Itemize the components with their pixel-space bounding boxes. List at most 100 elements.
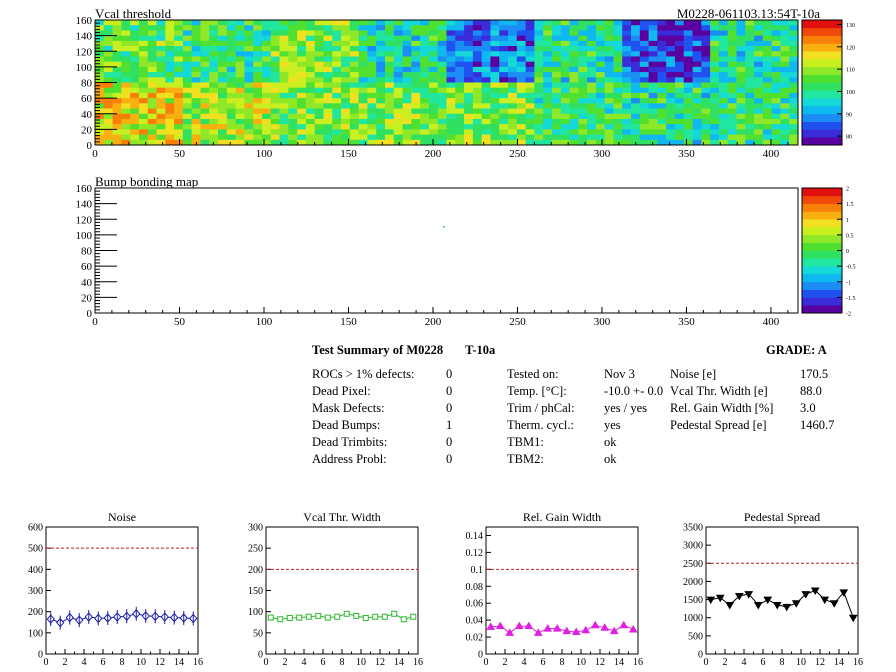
map-pixel-block (727, 30, 737, 37)
palette-swatch (802, 273, 842, 283)
map-pixel-block (305, 61, 316, 68)
data-point (552, 624, 562, 632)
defect-value: 0 (446, 435, 453, 449)
map-pixel-block (95, 108, 105, 115)
map-pixel-block (727, 108, 737, 115)
map-pixel-block (305, 103, 316, 109)
map-pixel-block (789, 98, 799, 104)
map-pixel-block (200, 139, 210, 146)
map-pixel-block (235, 35, 245, 42)
map-pixel-block (261, 61, 272, 68)
map-frame (94, 187, 799, 314)
map-pixel-block (718, 72, 729, 78)
dead-bump-pixel (443, 226, 445, 228)
map-pixel-block (569, 92, 579, 99)
map-pixel-block (534, 92, 544, 99)
map-pixel-block (297, 103, 307, 109)
map-pixel-block (156, 56, 166, 63)
data-point (495, 621, 505, 630)
y-tick-label: 60 (81, 93, 93, 105)
defect-label: Dead Trimbits: (312, 435, 388, 449)
map-pixel-block (745, 51, 755, 57)
map-pixel-block (411, 35, 421, 42)
map-pixel-block (560, 35, 570, 42)
map-pixel-block (420, 124, 430, 130)
defects-labels: ROCs > 1% defects: Dead Pixel: Mask Defe… (312, 366, 415, 468)
map-pixel-block (639, 20, 650, 26)
map-pixel-block (200, 40, 210, 47)
map-pixel-block (349, 139, 360, 146)
map-pixel-block (578, 103, 588, 109)
map-pixel-block (543, 40, 553, 47)
x-tick-label: 14 (614, 657, 624, 668)
map-pixel-block (516, 35, 526, 42)
map-pixel-block (226, 82, 236, 89)
module-id-label: M0228-061103.13:54T-10a (677, 6, 820, 21)
map-pixel-block (358, 124, 368, 130)
map-pixel-block (613, 51, 623, 57)
map-pixel-block (657, 56, 667, 63)
map-pixel-block (209, 113, 219, 120)
map-pixel-block (631, 25, 641, 31)
map-pixel-block (446, 51, 456, 57)
map-pixel-block (393, 30, 403, 37)
map-pixel-block (358, 129, 368, 135)
map-pixel-block (490, 40, 500, 47)
map-pixel-block (182, 92, 193, 99)
map-pixel-block (103, 56, 113, 63)
map-pixel-block (288, 77, 298, 83)
map-pixel-block (138, 77, 149, 83)
map-pixel-block (789, 92, 799, 99)
map-pixel-block (692, 82, 702, 89)
map-pixel-block (121, 20, 131, 26)
map-pixel-block (174, 77, 184, 83)
map-pixel-block (261, 139, 272, 146)
data-point (296, 614, 303, 621)
map-pixel-block (762, 92, 773, 99)
map-pixel-block (332, 98, 342, 104)
vcal-threshold-map: 0 50 100 150 200 250 300 350 4000204060801001201… (76, 15, 799, 160)
map-pixel-block (762, 72, 773, 78)
defect-label: ROCs > 1% defects: (312, 367, 415, 381)
map-pixel-block (455, 25, 465, 31)
map-pixel-block (226, 66, 236, 73)
map-pixel-block (341, 56, 351, 63)
map-pixel-block (103, 30, 113, 37)
map-pixel-block (288, 25, 298, 31)
map-pixel-block (472, 25, 483, 31)
map-pixel-block (174, 40, 184, 47)
map-pixel-block (490, 139, 500, 146)
map-pixel-block (771, 103, 781, 109)
map-pixel-block (789, 61, 799, 68)
map-pixel-block (762, 51, 773, 57)
map-pixel-block (279, 25, 289, 31)
map-pixel-block (490, 108, 500, 115)
map-pixel-block (631, 56, 641, 63)
y-tick-label: 0 (478, 650, 483, 661)
map-pixel-block (402, 20, 412, 26)
map-pixel-block (674, 98, 685, 104)
map-pixel-block (270, 82, 280, 89)
map-pixel-block (314, 98, 324, 104)
map-pixel-block (420, 139, 430, 146)
map-pixel-block (604, 30, 614, 37)
map-pixel-block (358, 56, 368, 63)
map-pixel-block (648, 113, 658, 120)
map-pixel-block (147, 92, 157, 99)
map-pixel-block (103, 35, 113, 42)
map-pixel-block (420, 40, 430, 47)
map-pixel-block (332, 77, 342, 83)
map-pixel-block (464, 118, 474, 125)
map-pixel-block (174, 103, 184, 109)
map-pixel-block (147, 30, 157, 37)
map-pixel-block (95, 25, 105, 31)
map-pixel-block (543, 129, 553, 135)
map-pixel-block (683, 92, 693, 99)
map-pixel-block (305, 124, 316, 130)
map-pixel-block (341, 113, 351, 120)
map-pixel-block (472, 98, 483, 104)
map-pixel-block (762, 134, 773, 141)
map-pixel-block (209, 66, 219, 73)
map-pixel-block (437, 98, 447, 104)
